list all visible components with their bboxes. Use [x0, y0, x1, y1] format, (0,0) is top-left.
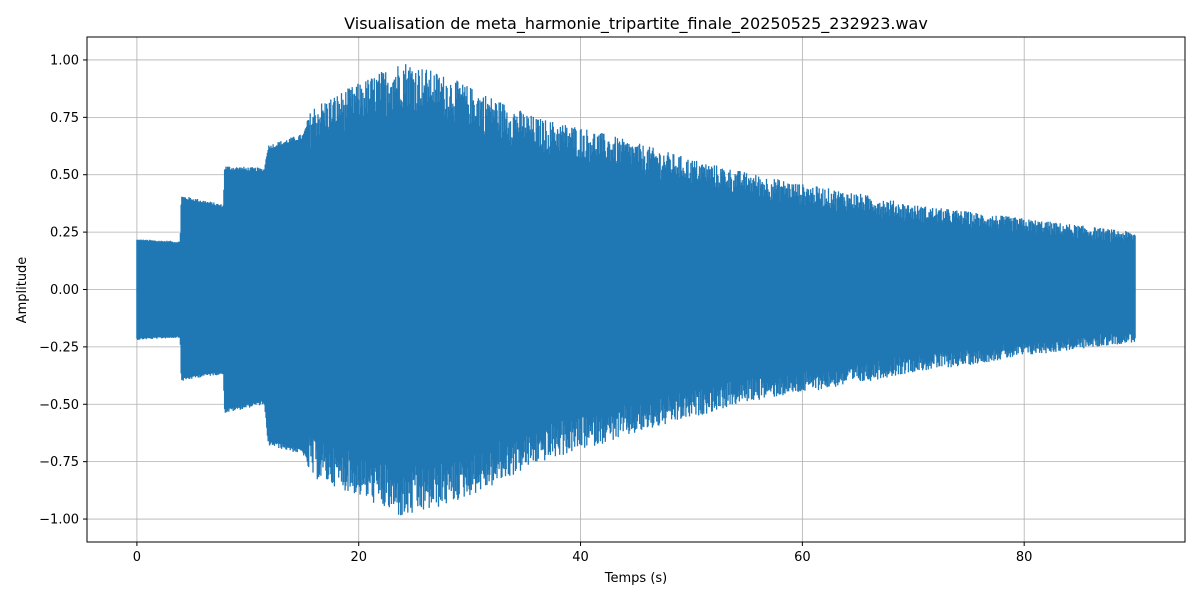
- waveform-peaks: [136, 64, 1136, 516]
- y-tick-label: −0.50: [39, 398, 79, 413]
- y-tick-label: 0.75: [50, 111, 79, 126]
- y-tick-label: −1.00: [39, 513, 79, 528]
- y-tick-label: 0.00: [50, 283, 79, 298]
- axis-ticks: 0 20 40 60 80 −1.00 −0.75 −0.50 −0.25 0.00 0.25 0.5…: [39, 53, 1032, 565]
- y-tick-label: −0.25: [39, 340, 79, 355]
- y-tick-label: −0.75: [39, 455, 79, 470]
- x-tick-label: 0: [133, 550, 141, 565]
- x-tick-label: 40: [572, 550, 589, 565]
- chart-title: Visualisation de meta_harmonie_tripartit…: [344, 14, 928, 34]
- x-tick-label: 80: [1016, 550, 1033, 565]
- x-tick-label: 60: [794, 550, 811, 565]
- y-axis-label: Amplitude: [15, 257, 30, 324]
- x-axis-label: Temps (s): [604, 571, 667, 586]
- x-tick-label: 20: [350, 550, 367, 565]
- y-tick-label: 1.00: [50, 53, 79, 68]
- y-tick-label: 0.25: [50, 226, 79, 241]
- y-tick-label: 0.50: [50, 168, 79, 183]
- waveform-plot: [136, 64, 1136, 516]
